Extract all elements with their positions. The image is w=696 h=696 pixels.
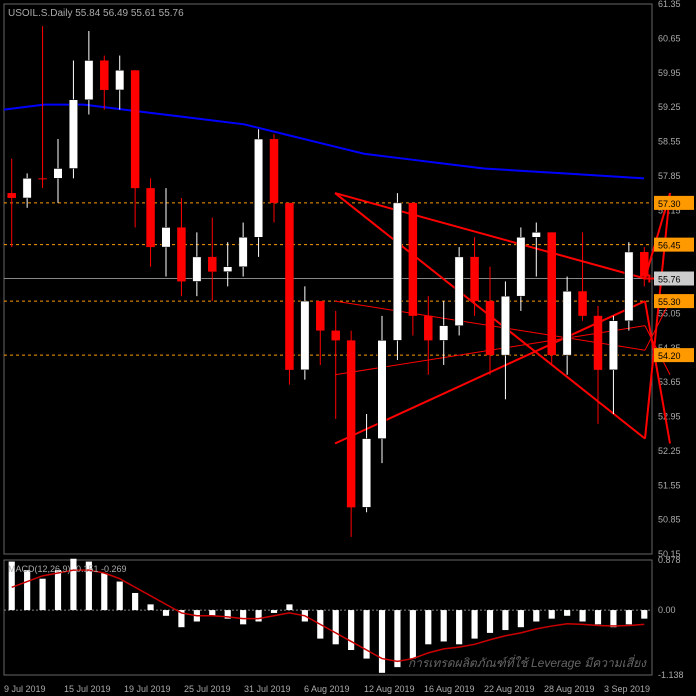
svg-text:55.05: 55.05 xyxy=(658,308,681,318)
svg-text:12 Aug 2019: 12 Aug 2019 xyxy=(364,684,415,694)
svg-text:28 Aug 2019: 28 Aug 2019 xyxy=(544,684,595,694)
svg-text:22 Aug 2019: 22 Aug 2019 xyxy=(484,684,535,694)
svg-text:52.95: 52.95 xyxy=(658,412,681,422)
svg-text:0.878: 0.878 xyxy=(658,555,681,565)
svg-text:15 Jul 2019: 15 Jul 2019 xyxy=(64,684,111,694)
svg-text:USOIL.S.Daily 55.84 56.49 55.: USOIL.S.Daily 55.84 56.49 55.61 55.76 xyxy=(8,8,184,19)
svg-text:55.30: 55.30 xyxy=(658,297,681,307)
svg-text:57.30: 57.30 xyxy=(658,199,681,209)
svg-text:19 Jul 2019: 19 Jul 2019 xyxy=(124,684,171,694)
svg-text:56.45: 56.45 xyxy=(658,241,681,251)
svg-text:การเทรดผลิตภัณฑ์ที่ใช้ Leverag: การเทรดผลิตภัณฑ์ที่ใช้ Leverage มีความเส… xyxy=(408,654,647,670)
svg-text:54.20: 54.20 xyxy=(658,351,681,361)
svg-text:9 Jul 2019: 9 Jul 2019 xyxy=(4,684,46,694)
svg-text:3 Sep 2019: 3 Sep 2019 xyxy=(604,684,650,694)
svg-text:16 Aug 2019: 16 Aug 2019 xyxy=(424,684,475,694)
svg-text:50.85: 50.85 xyxy=(658,515,681,525)
svg-text:57.85: 57.85 xyxy=(658,171,681,181)
svg-text:60.65: 60.65 xyxy=(658,33,681,43)
svg-text:25 Jul 2019: 25 Jul 2019 xyxy=(184,684,231,694)
svg-text:58.55: 58.55 xyxy=(658,137,681,147)
chart-container[interactable]: 61.3560.6559.9559.2558.5557.8557.1555.05… xyxy=(0,0,696,696)
svg-text:61.35: 61.35 xyxy=(658,0,681,9)
svg-text:31 Jul 2019: 31 Jul 2019 xyxy=(244,684,291,694)
svg-text:-1.138: -1.138 xyxy=(658,670,684,680)
svg-text:0.00: 0.00 xyxy=(658,605,676,615)
svg-text:51.55: 51.55 xyxy=(658,480,681,490)
svg-text:59.25: 59.25 xyxy=(658,102,681,112)
svg-text:52.25: 52.25 xyxy=(658,446,681,456)
svg-text:6 Aug 2019: 6 Aug 2019 xyxy=(304,684,350,694)
svg-text:53.65: 53.65 xyxy=(658,377,681,387)
svg-text:55.76: 55.76 xyxy=(658,275,681,285)
svg-text:MACD(12,26,9) -0.151 -0.269: MACD(12,26,9) -0.151 -0.269 xyxy=(8,564,127,574)
chart-svg: 61.3560.6559.9559.2558.5557.8557.1555.05… xyxy=(0,0,696,696)
svg-text:59.95: 59.95 xyxy=(658,68,681,78)
